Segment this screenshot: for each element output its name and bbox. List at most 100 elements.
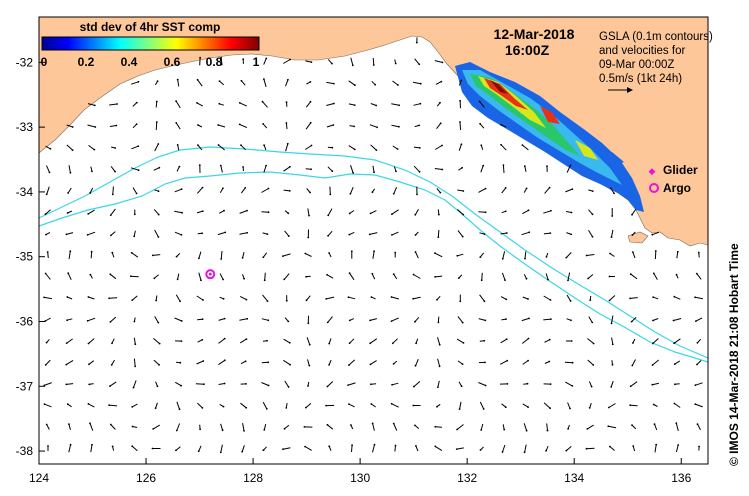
velocity-arrow xyxy=(133,380,137,388)
velocity-arrow-head xyxy=(157,190,160,193)
velocity-arrow-head xyxy=(413,385,415,388)
velocity-arrow-head xyxy=(304,252,307,255)
velocity-arrow-head xyxy=(308,343,311,346)
velocity-arrow-head xyxy=(501,257,504,260)
velocity-arrow-head xyxy=(610,236,613,239)
plot-frame xyxy=(38,16,709,465)
velocity-arrow-head xyxy=(353,148,356,151)
velocity-arrow-head xyxy=(66,296,69,298)
velocity-arrow-head xyxy=(348,403,350,406)
velocity-arrow xyxy=(501,187,507,194)
velocity-arrow xyxy=(478,318,486,321)
velocity-arrow-head xyxy=(414,424,416,427)
velocity-arrow xyxy=(262,294,268,302)
colorbar-tick: 1 xyxy=(253,55,260,69)
velocity-arrow xyxy=(305,145,312,150)
velocity-arrow-head xyxy=(630,320,633,323)
velocity-arrow-head xyxy=(349,192,352,195)
velocity-arrow xyxy=(654,423,658,431)
velocity-arrow-head xyxy=(157,236,160,238)
velocity-arrow-head xyxy=(265,57,268,60)
glider-symbol: ◆ xyxy=(649,166,656,176)
velocity-arrow-head xyxy=(331,170,334,173)
velocity-arrow-head xyxy=(607,425,610,428)
velocity-arrow xyxy=(305,101,311,108)
x-tick-label: 124 xyxy=(29,471,49,485)
velocity-arrow xyxy=(88,144,95,151)
velocity-arrow-head xyxy=(461,321,464,324)
velocity-arrow xyxy=(326,296,335,300)
velocity-arrow-head xyxy=(262,449,265,452)
velocity-arrow-head xyxy=(89,192,91,194)
velocity-arrow-head xyxy=(116,103,118,105)
velocity-arrow-head xyxy=(506,359,509,362)
velocity-arrow-head xyxy=(201,407,204,409)
velocity-arrow-head xyxy=(412,297,415,300)
colorbar-tick: 0.2 xyxy=(78,55,95,69)
velocity-arrow xyxy=(239,232,248,235)
velocity-arrow xyxy=(587,424,594,430)
velocity-arrow-head xyxy=(348,212,351,215)
velocity-arrow xyxy=(457,230,464,237)
velocity-arrow-head xyxy=(548,186,551,189)
velocity-arrow-head xyxy=(71,126,74,128)
velocity-arrow-head xyxy=(309,121,312,124)
velocity-arrow-head xyxy=(263,78,265,81)
x-tick-label: 132 xyxy=(457,471,477,485)
velocity-arrow-head xyxy=(328,252,330,254)
velocity-arrow-head xyxy=(285,122,288,124)
velocity-arrow-head xyxy=(201,232,204,235)
velocity-arrow xyxy=(67,272,72,281)
velocity-arrow-head xyxy=(694,384,697,387)
velocity-arrow xyxy=(502,251,506,259)
velocity-arrow xyxy=(480,165,484,173)
velocity-arrow-head xyxy=(353,104,356,106)
velocity-arrow-head xyxy=(241,450,244,453)
velocity-arrow-head xyxy=(527,209,530,212)
velocity-arrow-head xyxy=(480,144,483,147)
velocity-arrow-head xyxy=(439,122,442,125)
velocity-arrow xyxy=(652,359,660,366)
velocity-arrow xyxy=(437,229,440,238)
velocity-arrow xyxy=(630,404,638,407)
velocity-arrow xyxy=(369,124,378,128)
velocity-arrow-head xyxy=(197,450,200,453)
velocity-arrow xyxy=(372,444,375,453)
velocity-arrow-head xyxy=(137,80,140,83)
velocity-arrow-head xyxy=(585,254,588,257)
velocity-arrow-head xyxy=(137,169,140,172)
velocity-arrow-head xyxy=(282,255,284,257)
velocity-arrow-head xyxy=(223,337,226,340)
velocity-arrow-head xyxy=(47,445,49,447)
velocity-arrow-head xyxy=(286,142,289,145)
velocity-arrow-head xyxy=(180,188,183,191)
velocity-arrow xyxy=(588,381,593,387)
velocity-arrow xyxy=(284,230,290,237)
velocity-arrow xyxy=(500,338,507,344)
velocity-arrow-head xyxy=(414,320,416,323)
velocity-arrow-head xyxy=(527,359,529,362)
velocity-arrow-head xyxy=(524,257,526,260)
velocity-arrow xyxy=(261,318,269,321)
velocity-arrow xyxy=(306,337,311,345)
velocity-arrow-head xyxy=(438,365,441,368)
velocity-arrow-head xyxy=(245,338,248,340)
velocity-arrow xyxy=(326,81,334,85)
velocity-arrow xyxy=(479,123,485,129)
velocity-arrow-head xyxy=(414,251,417,253)
velocity-arrow-head xyxy=(332,124,335,126)
velocity-arrow-head xyxy=(223,359,226,362)
velocity-arrow-head xyxy=(285,299,288,302)
velocity-arrow xyxy=(479,294,485,302)
velocity-arrow xyxy=(545,273,549,280)
velocity-arrow-head xyxy=(651,364,654,366)
velocity-arrow xyxy=(566,165,571,173)
velocity-arrow xyxy=(501,272,506,281)
velocity-arrow-head xyxy=(631,234,634,236)
velocity-arrow-head xyxy=(347,296,350,299)
velocity-arrow xyxy=(695,296,703,300)
velocity-arrow xyxy=(305,168,312,170)
velocity-arrow-head xyxy=(289,165,291,168)
velocity-arrow xyxy=(588,316,593,323)
velocity-arrow xyxy=(197,318,203,321)
